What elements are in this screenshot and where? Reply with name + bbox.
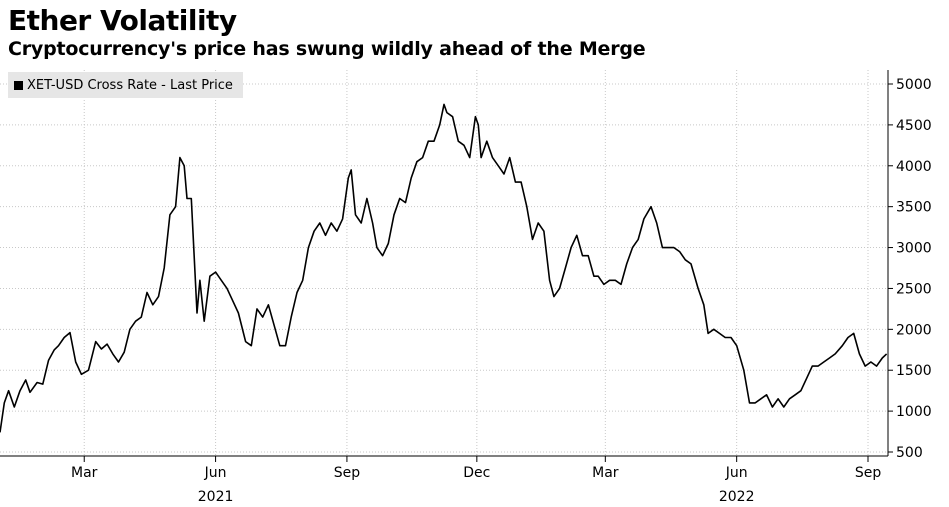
x-tick-label: Jun bbox=[725, 465, 748, 481]
y-tick-label: 5000 bbox=[896, 77, 932, 93]
y-axis-ticks: 500 1000 1500 2000 2500 3000 3500 4000 4500 5000 bbox=[888, 77, 932, 461]
legend-swatch bbox=[14, 80, 23, 90]
x-tick-label: Mar bbox=[71, 465, 98, 481]
x-tick-label: Sep bbox=[334, 465, 361, 481]
chart-subtitle: Cryptocurrency's price has swung wildly … bbox=[8, 38, 646, 60]
grid-lines bbox=[0, 70, 888, 456]
y-tick-label: 3000 bbox=[896, 241, 932, 257]
y-tick-label: 1000 bbox=[896, 404, 932, 420]
y-tick-label: 3500 bbox=[896, 200, 932, 216]
x-axis-ticks: Mar Jun Sep Dec Mar Jun Sep 2021 2022 bbox=[71, 456, 881, 505]
y-tick-label: 4000 bbox=[896, 159, 932, 175]
y-tick-label: 4500 bbox=[896, 118, 932, 134]
y-tick-label: 2500 bbox=[896, 281, 932, 297]
x-year-label: 2022 bbox=[719, 489, 755, 505]
series-line bbox=[0, 103, 888, 433]
y-tick-label: 1500 bbox=[896, 363, 932, 379]
legend: XET-USD Cross Rate - Last Price bbox=[8, 72, 243, 98]
y-tick-label: 2000 bbox=[896, 322, 932, 338]
y-tick-label: 500 bbox=[896, 445, 923, 461]
x-tick-label: Sep bbox=[855, 465, 882, 481]
x-year-label: 2021 bbox=[198, 489, 234, 505]
x-tick-label: Mar bbox=[592, 465, 619, 481]
legend-label: XET-USD Cross Rate - Last Price bbox=[27, 77, 233, 93]
x-tick-label: Jun bbox=[204, 465, 227, 481]
chart-title: Ether Volatility bbox=[8, 4, 237, 37]
x-tick-label: Dec bbox=[463, 465, 490, 481]
